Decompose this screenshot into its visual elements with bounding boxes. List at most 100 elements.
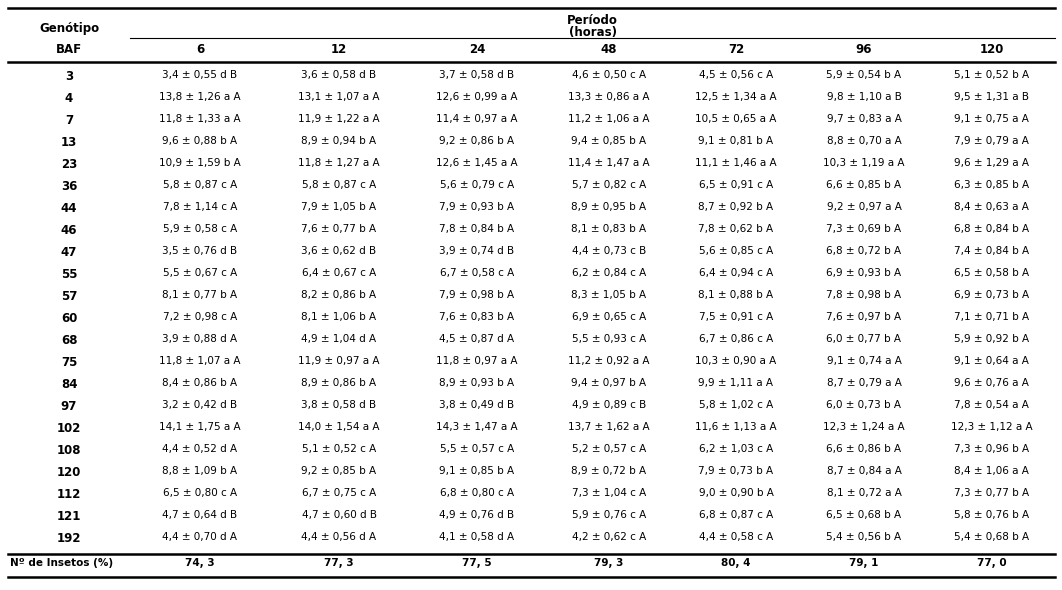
Text: 9,4 ± 0,97 b A: 9,4 ± 0,97 b A (571, 378, 647, 388)
Text: 57: 57 (61, 290, 78, 303)
Text: 7,9 ± 0,93 b A: 7,9 ± 0,93 b A (440, 202, 515, 212)
Text: 4,4 ± 0,73 c B: 4,4 ± 0,73 c B (571, 246, 646, 256)
Text: 9,7 ± 0,83 a A: 9,7 ± 0,83 a A (826, 114, 902, 124)
Text: 13: 13 (61, 136, 78, 149)
Text: 7,8 ± 0,54 a A: 7,8 ± 0,54 a A (954, 400, 1029, 410)
Text: 11,9 ± 0,97 a A: 11,9 ± 0,97 a A (298, 356, 380, 366)
Text: 8,9 ± 0,94 b A: 8,9 ± 0,94 b A (302, 136, 377, 146)
Text: 6,4 ± 0,67 c A: 6,4 ± 0,67 c A (302, 268, 376, 278)
Text: 9,6 ± 0,76 a A: 9,6 ± 0,76 a A (954, 378, 1029, 388)
Text: 23: 23 (61, 158, 78, 171)
Text: 4,7 ± 0,64 d B: 4,7 ± 0,64 d B (162, 510, 238, 520)
Text: 77, 5: 77, 5 (462, 558, 492, 568)
Text: 96: 96 (856, 43, 872, 56)
Text: 12: 12 (331, 43, 347, 56)
Text: 8,7 ± 0,79 a A: 8,7 ± 0,79 a A (826, 378, 902, 388)
Text: 12,5 ± 1,34 a A: 12,5 ± 1,34 a A (696, 92, 776, 102)
Text: 8,9 ± 0,95 b A: 8,9 ± 0,95 b A (571, 202, 647, 212)
Text: 79, 1: 79, 1 (850, 558, 878, 568)
Text: Período: Período (567, 14, 618, 27)
Text: 9,6 ± 0,88 b A: 9,6 ± 0,88 b A (162, 136, 238, 146)
Text: 120: 120 (979, 43, 1004, 56)
Text: 6,8 ± 0,72 b A: 6,8 ± 0,72 b A (826, 246, 902, 256)
Text: 4: 4 (65, 92, 73, 105)
Text: 55: 55 (61, 268, 78, 281)
Text: 8,1 ± 0,83 b A: 8,1 ± 0,83 b A (571, 224, 647, 234)
Text: 14,3 ± 1,47 a A: 14,3 ± 1,47 a A (436, 422, 518, 432)
Text: 4,6 ± 0,50 c A: 4,6 ± 0,50 c A (572, 70, 646, 80)
Text: 11,8 ± 1,33 a A: 11,8 ± 1,33 a A (159, 114, 241, 124)
Text: 6: 6 (195, 43, 204, 56)
Text: 11,1 ± 1,46 a A: 11,1 ± 1,46 a A (696, 158, 776, 168)
Text: (horas): (horas) (568, 26, 617, 39)
Text: 5,5 ± 0,93 c A: 5,5 ± 0,93 c A (571, 334, 646, 344)
Text: 9,2 ± 0,97 a A: 9,2 ± 0,97 a A (826, 202, 902, 212)
Text: 5,8 ± 0,76 b A: 5,8 ± 0,76 b A (954, 510, 1029, 520)
Text: 5,4 ± 0,68 b A: 5,4 ± 0,68 b A (954, 532, 1029, 542)
Text: 3: 3 (65, 70, 73, 83)
Text: 9,4 ± 0,85 b A: 9,4 ± 0,85 b A (571, 136, 647, 146)
Text: 4,5 ± 0,87 d A: 4,5 ± 0,87 d A (440, 334, 515, 344)
Text: 7,3 ± 0,96 b A: 7,3 ± 0,96 b A (954, 444, 1029, 454)
Text: 9,1 ± 0,75 a A: 9,1 ± 0,75 a A (954, 114, 1029, 124)
Text: 8,4 ± 0,63 a A: 8,4 ± 0,63 a A (954, 202, 1029, 212)
Text: 72: 72 (727, 43, 744, 56)
Text: 36: 36 (61, 180, 78, 193)
Text: 6,5 ± 0,80 c A: 6,5 ± 0,80 c A (162, 488, 237, 498)
Text: 12,6 ± 0,99 a A: 12,6 ± 0,99 a A (436, 92, 518, 102)
Text: 6,5 ± 0,58 b A: 6,5 ± 0,58 b A (954, 268, 1029, 278)
Text: 4,1 ± 0,58 d A: 4,1 ± 0,58 d A (440, 532, 515, 542)
Text: 9,8 ± 1,10 a B: 9,8 ± 1,10 a B (826, 92, 902, 102)
Text: 47: 47 (61, 246, 78, 259)
Text: 11,4 ± 1,47 a A: 11,4 ± 1,47 a A (568, 158, 650, 168)
Text: 7,8 ± 0,98 b A: 7,8 ± 0,98 b A (826, 290, 902, 300)
Text: 6,0 ± 0,77 b A: 6,0 ± 0,77 b A (826, 334, 902, 344)
Text: 6,2 ± 1,03 c A: 6,2 ± 1,03 c A (699, 444, 773, 454)
Text: 8,1 ± 0,77 b A: 8,1 ± 0,77 b A (162, 290, 238, 300)
Text: 11,6 ± 1,13 a A: 11,6 ± 1,13 a A (696, 422, 776, 432)
Text: 46: 46 (61, 224, 78, 237)
Text: Genótipo: Genótipo (39, 22, 99, 35)
Text: 10,3 ± 1,19 a A: 10,3 ± 1,19 a A (823, 158, 905, 168)
Text: 8,4 ± 0,86 b A: 8,4 ± 0,86 b A (162, 378, 238, 388)
Text: 5,8 ± 0,87 c A: 5,8 ± 0,87 c A (302, 180, 376, 190)
Text: 9,2 ± 0,85 b A: 9,2 ± 0,85 b A (302, 466, 377, 476)
Text: 7,4 ± 0,84 b A: 7,4 ± 0,84 b A (954, 246, 1029, 256)
Text: 3,2 ± 0,42 d B: 3,2 ± 0,42 d B (162, 400, 238, 410)
Text: 79, 3: 79, 3 (595, 558, 623, 568)
Text: 5,5 ± 0,57 c A: 5,5 ± 0,57 c A (440, 444, 514, 454)
Text: 24: 24 (468, 43, 485, 56)
Text: 4,4 ± 0,58 c A: 4,4 ± 0,58 c A (699, 532, 773, 542)
Text: 6,8 ± 0,84 b A: 6,8 ± 0,84 b A (954, 224, 1029, 234)
Text: 13,7 ± 1,62 a A: 13,7 ± 1,62 a A (568, 422, 650, 432)
Text: 60: 60 (61, 312, 78, 325)
Text: 84: 84 (61, 378, 78, 391)
Text: 9,6 ± 1,29 a A: 9,6 ± 1,29 a A (954, 158, 1029, 168)
Text: 4,9 ± 0,76 d B: 4,9 ± 0,76 d B (440, 510, 515, 520)
Text: 5,5 ± 0,67 c A: 5,5 ± 0,67 c A (162, 268, 237, 278)
Text: 48: 48 (601, 43, 617, 56)
Text: 11,2 ± 1,06 a A: 11,2 ± 1,06 a A (568, 114, 650, 124)
Text: 3,8 ± 0,58 d B: 3,8 ± 0,58 d B (302, 400, 377, 410)
Text: 8,7 ± 0,92 b A: 8,7 ± 0,92 b A (699, 202, 773, 212)
Text: 9,5 ± 1,31 a B: 9,5 ± 1,31 a B (954, 92, 1029, 102)
Text: 4,2 ± 0,62 c A: 4,2 ± 0,62 c A (571, 532, 646, 542)
Text: 13,3 ± 0,86 a A: 13,3 ± 0,86 a A (568, 92, 650, 102)
Text: 6,9 ± 0,65 c A: 6,9 ± 0,65 c A (571, 312, 646, 322)
Text: 6,7 ± 0,86 c A: 6,7 ± 0,86 c A (699, 334, 773, 344)
Text: 9,1 ± 0,81 b A: 9,1 ± 0,81 b A (699, 136, 773, 146)
Text: 3,4 ± 0,55 d B: 3,4 ± 0,55 d B (162, 70, 238, 80)
Text: 10,3 ± 0,90 a A: 10,3 ± 0,90 a A (696, 356, 776, 366)
Text: 6,6 ± 0,85 b A: 6,6 ± 0,85 b A (826, 180, 902, 190)
Text: 9,1 ± 0,64 a A: 9,1 ± 0,64 a A (954, 356, 1029, 366)
Text: 6,8 ± 0,80 c A: 6,8 ± 0,80 c A (440, 488, 514, 498)
Text: 97: 97 (61, 400, 78, 413)
Text: 3,9 ± 0,88 d A: 3,9 ± 0,88 d A (162, 334, 238, 344)
Text: 9,2 ± 0,86 b A: 9,2 ± 0,86 b A (440, 136, 515, 146)
Text: 5,1 ± 0,52 b A: 5,1 ± 0,52 b A (954, 70, 1029, 80)
Text: 74, 3: 74, 3 (185, 558, 215, 568)
Text: 3,9 ± 0,74 d B: 3,9 ± 0,74 d B (440, 246, 515, 256)
Text: 80, 4: 80, 4 (721, 558, 751, 568)
Text: 5,6 ± 0,85 c A: 5,6 ± 0,85 c A (699, 246, 773, 256)
Text: 5,4 ± 0,56 b A: 5,4 ± 0,56 b A (826, 532, 902, 542)
